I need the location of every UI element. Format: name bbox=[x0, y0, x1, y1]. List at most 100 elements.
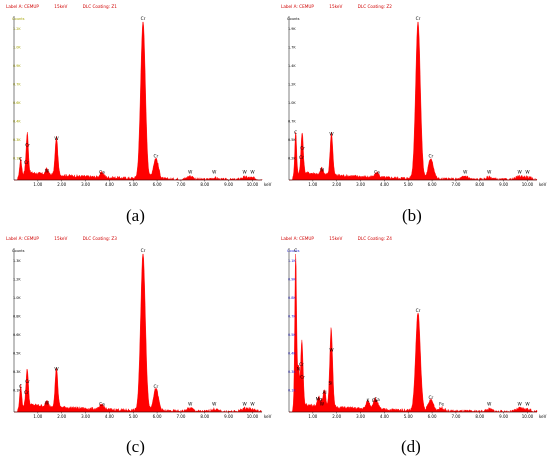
x-tick-label: 5.00 bbox=[129, 182, 138, 187]
x-tick-label: 6.00 bbox=[153, 414, 162, 419]
spectrum-fill bbox=[289, 253, 538, 413]
y-tick-label: 1.4K bbox=[288, 64, 296, 68]
peak-label: W bbox=[242, 169, 247, 175]
y-tick-label: 0.5K bbox=[288, 138, 296, 142]
panel-caption: (c) bbox=[126, 437, 145, 456]
y-tick-label: 1.0K bbox=[13, 46, 21, 50]
panel-caption: (a) bbox=[126, 206, 145, 225]
x-tick-label: 2.00 bbox=[57, 182, 66, 187]
header-kv: 15keV bbox=[329, 4, 343, 9]
peak-label: W bbox=[320, 168, 325, 174]
peak-label: C bbox=[294, 248, 297, 254]
spectrum-chart: Counts 1.2K 1.0K 0.9K 0.7K 0.6K 0.4K 0.3K 0.1K 1.… bbox=[12, 16, 272, 187]
x-tick-label: 3.00 bbox=[81, 182, 90, 187]
peak-label: W bbox=[212, 169, 217, 175]
y-tick-label: 1.7K bbox=[288, 46, 296, 50]
x-tick-label: 4.00 bbox=[105, 182, 114, 187]
x-tick-label: 2.00 bbox=[332, 182, 341, 187]
y-axis-label: Counts bbox=[287, 17, 300, 21]
x-tick-label: 10.00 bbox=[247, 182, 259, 187]
x-tick-label: 3.00 bbox=[356, 182, 365, 187]
panel-header: Label A: CEMUP 15keV DLC Coating: Z1 bbox=[6, 4, 131, 9]
peak-label: W bbox=[525, 401, 530, 407]
y-tick-label: 1.1K bbox=[288, 259, 296, 263]
header-label: Label A: CEMUP bbox=[281, 4, 314, 9]
y-axis-label: Counts bbox=[287, 249, 300, 253]
y-tick-label: 1.3K bbox=[13, 259, 21, 263]
peak-label: W bbox=[329, 348, 334, 354]
x-tick-label: 9.00 bbox=[499, 182, 508, 187]
x-tick-label: 8.00 bbox=[200, 182, 209, 187]
spectrum-fill bbox=[289, 21, 538, 181]
peak-label: K bbox=[367, 398, 370, 404]
x-tick-label: 4.00 bbox=[105, 414, 114, 419]
x-tick-label: 8.00 bbox=[200, 414, 209, 419]
y-tick-label: 0.1K bbox=[13, 157, 21, 161]
y-tick-label: 0.8K bbox=[13, 315, 21, 319]
y-tick-label: 0.9K bbox=[288, 278, 296, 282]
peak-label: C bbox=[294, 130, 297, 136]
peak-label: Cr bbox=[299, 155, 304, 161]
peak-label: Cr bbox=[24, 160, 29, 166]
y-tick-label: 1.2K bbox=[288, 83, 296, 87]
spectrum-panel-d: Label A: CEMUP 15keV DLC Coating: Z4 Cou… bbox=[275, 232, 550, 465]
peak-label: Ca bbox=[374, 169, 380, 175]
panel-caption: (b) bbox=[402, 206, 422, 225]
peak-label: W bbox=[45, 400, 50, 406]
peak-label: Cr bbox=[300, 374, 305, 380]
peak-label: Cr bbox=[24, 390, 29, 396]
peak-label: Fe bbox=[439, 401, 444, 407]
header-kv: 15keV bbox=[329, 236, 343, 241]
header-sample: DLC Coating: Z4 bbox=[357, 236, 392, 241]
x-tick-label: 1.00 bbox=[33, 414, 42, 419]
x-tick-label: 2.00 bbox=[57, 414, 66, 419]
panel-header: Label A: CEMUP 15keV DLC Coating: Z2 bbox=[281, 4, 406, 9]
peak-label: N bbox=[297, 367, 300, 373]
spectrum-fill bbox=[14, 253, 263, 413]
y-tick-label: 0.4K bbox=[288, 352, 296, 356]
y-axis-label: Counts bbox=[12, 17, 25, 21]
spectrum-fill bbox=[14, 21, 263, 181]
x-tick-label: 7.00 bbox=[451, 414, 460, 419]
y-tick-label: 1.9K bbox=[288, 27, 296, 31]
x-tick-label: 7.00 bbox=[451, 182, 460, 187]
peak-label: W bbox=[463, 169, 468, 175]
y-tick-label: 0.4K bbox=[13, 120, 21, 124]
y-tick-label: 0.3K bbox=[13, 370, 21, 374]
spectrum-chart: Counts 1.9K 1.7K 1.4K 1.2K 1.0K 0.7K 0.5K 0.2K 1.… bbox=[287, 16, 547, 187]
y-tick-label: 0.3K bbox=[288, 370, 296, 374]
x-tick-label: 6.00 bbox=[428, 182, 437, 187]
y-tick-label: 0.6K bbox=[13, 333, 21, 337]
y-tick-label: 0.7K bbox=[13, 83, 21, 87]
peak-label: Cr bbox=[25, 379, 30, 385]
x-tick-label: 9.00 bbox=[499, 414, 508, 419]
peak-label: W bbox=[54, 367, 59, 373]
peak-label: W bbox=[45, 168, 50, 174]
x-tick-label: 1.00 bbox=[308, 182, 317, 187]
y-tick-label: 0.1K bbox=[288, 389, 296, 393]
peak-label: Cr bbox=[25, 142, 30, 148]
y-tick-label: 0.5K bbox=[288, 333, 296, 337]
peak-label: W bbox=[487, 169, 492, 175]
x-axis-label: keV bbox=[539, 414, 547, 419]
x-axis-label: keV bbox=[539, 182, 547, 187]
header-label: Label A: CEMUP bbox=[6, 4, 39, 9]
x-tick-label: 2.00 bbox=[332, 414, 341, 419]
peak-label: Cr bbox=[299, 362, 304, 368]
x-tick-label: 6.00 bbox=[153, 182, 162, 187]
peak-label: Cr bbox=[428, 395, 433, 401]
panel-caption: (d) bbox=[401, 437, 421, 456]
peak-label: C bbox=[19, 384, 22, 390]
peak-label: C bbox=[19, 157, 22, 163]
peak-label: W bbox=[517, 169, 522, 175]
x-axis-label: keV bbox=[264, 414, 272, 419]
peak-label: W bbox=[329, 131, 334, 137]
y-tick-label: 1.0K bbox=[288, 101, 296, 105]
header-label: Label A: CEMUP bbox=[281, 236, 314, 241]
y-tick-label: 0.9K bbox=[13, 64, 21, 68]
peak-label: Cr bbox=[416, 308, 421, 314]
x-tick-label: 5.00 bbox=[404, 182, 413, 187]
peak-label: W bbox=[320, 401, 325, 407]
peak-label: Al bbox=[322, 390, 326, 396]
x-axis-label: keV bbox=[264, 182, 272, 187]
